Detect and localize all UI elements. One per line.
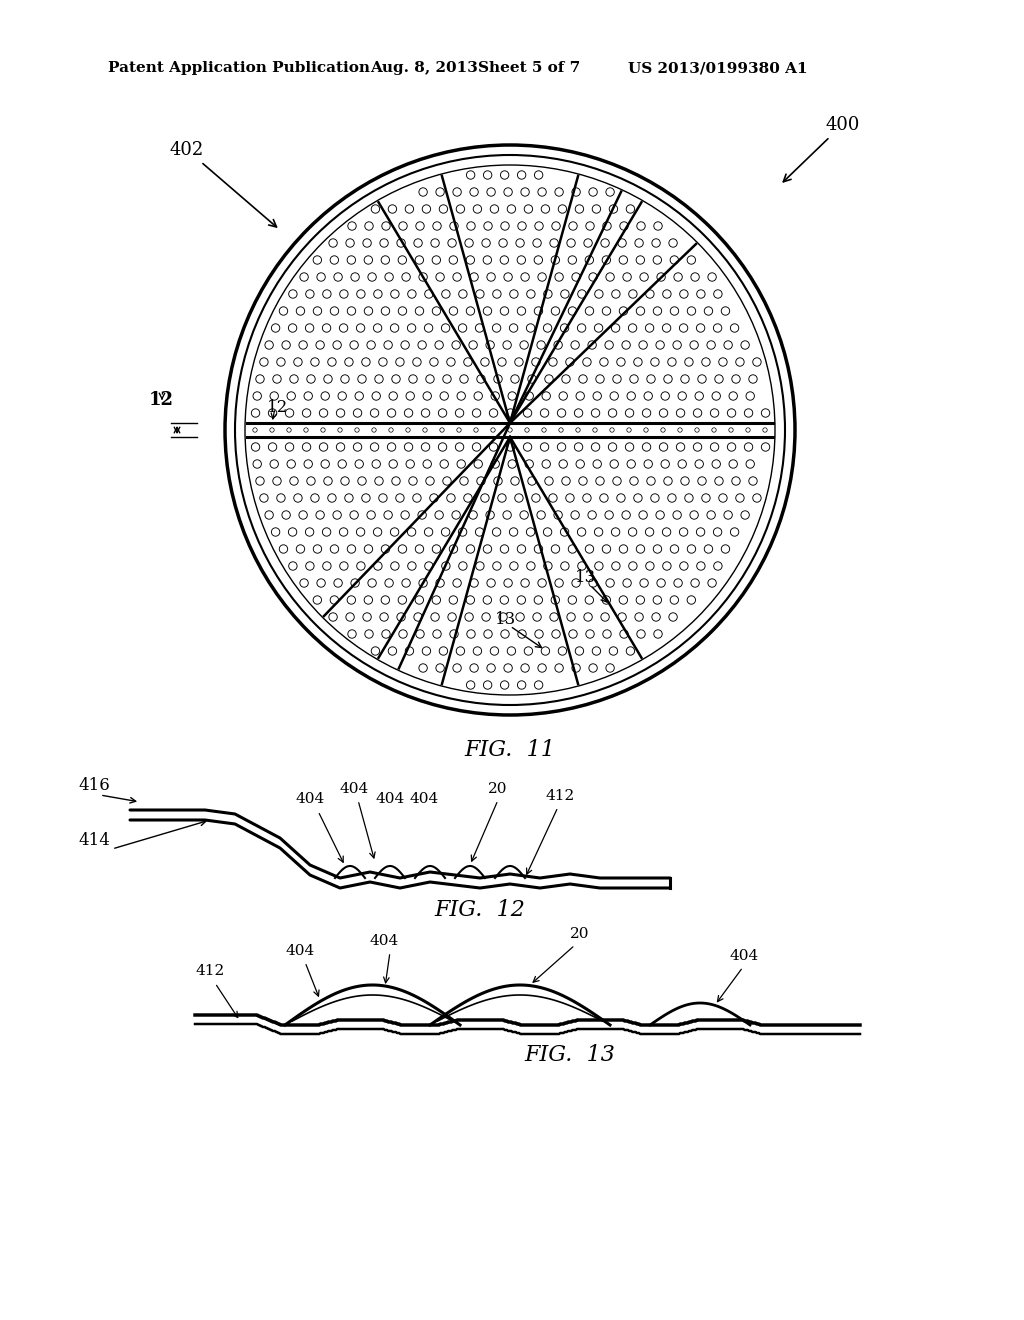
Text: 404: 404: [410, 792, 439, 807]
Text: US 2013/0199380 A1: US 2013/0199380 A1: [628, 61, 808, 75]
Text: 12: 12: [267, 400, 288, 417]
Text: 12: 12: [150, 391, 174, 409]
Text: 412: 412: [195, 964, 224, 978]
Text: 404: 404: [375, 792, 404, 807]
Text: 404: 404: [730, 949, 759, 964]
Text: FIG.  13: FIG. 13: [524, 1044, 615, 1067]
Text: Patent Application Publication: Patent Application Publication: [108, 61, 370, 75]
Text: FIG.  11: FIG. 11: [465, 739, 555, 762]
Text: 412: 412: [545, 789, 574, 803]
Text: 404: 404: [340, 781, 370, 796]
Text: 13: 13: [495, 611, 516, 628]
Text: FIG.  12: FIG. 12: [434, 899, 525, 921]
Text: 20: 20: [570, 927, 590, 941]
Text: 13: 13: [575, 569, 596, 586]
Text: 404: 404: [370, 935, 399, 948]
Text: 400: 400: [783, 116, 859, 182]
Text: 404: 404: [285, 944, 314, 958]
Text: 414: 414: [78, 832, 110, 849]
Text: Aug. 8, 2013: Aug. 8, 2013: [370, 61, 478, 75]
Text: 20: 20: [488, 781, 508, 796]
Text: 402: 402: [170, 141, 276, 227]
Text: 416: 416: [78, 777, 110, 795]
Text: Sheet 5 of 7: Sheet 5 of 7: [478, 61, 581, 75]
Polygon shape: [247, 422, 773, 437]
Text: 404: 404: [295, 792, 325, 807]
